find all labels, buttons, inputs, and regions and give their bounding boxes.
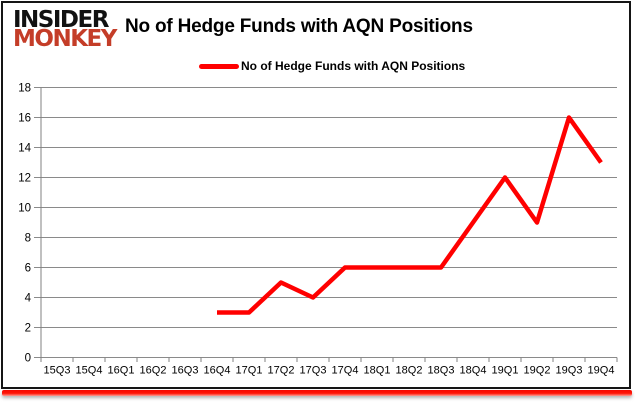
legend-label: No of Hedge Funds with AQN Positions: [241, 59, 466, 73]
x-tick-label: 18Q1: [364, 365, 391, 377]
y-tick-label: 2: [25, 323, 31, 335]
x-tick-label: 19Q2: [524, 365, 551, 377]
y-tick-label: 4: [25, 293, 32, 305]
x-tick-label: 17Q4: [332, 365, 359, 377]
y-tick-label: 0: [25, 353, 31, 365]
x-tick-label: 15Q3: [44, 365, 71, 377]
x-tick-label: 19Q3: [556, 365, 583, 377]
x-tick-label: 16Q3: [172, 365, 199, 377]
y-tick-label: 18: [18, 83, 31, 95]
x-tick-label: 16Q1: [108, 365, 135, 377]
insider-monkey-logo: INSIDER MONKEY: [13, 7, 117, 52]
x-tick-label: 17Q1: [236, 365, 263, 377]
x-tick-label: 18Q4: [460, 365, 487, 377]
x-tick-label: 15Q4: [76, 365, 103, 377]
x-tick-label: 18Q2: [396, 365, 423, 377]
x-tick-label: 17Q3: [300, 365, 327, 377]
y-tick-label: 14: [18, 143, 31, 155]
y-tick-label: 10: [18, 203, 31, 215]
x-tick-label: 16Q4: [204, 365, 231, 377]
x-tick-label: 18Q3: [428, 365, 455, 377]
logo-line-monkey: MONKEY: [13, 26, 117, 52]
legend: No of Hedge Funds with AQN Positions: [199, 59, 465, 73]
data-line-series: [217, 115, 603, 315]
x-tick-label: 19Q4: [588, 365, 615, 377]
bottom-accent-bar: [2, 390, 632, 396]
logo-line-insider: INSIDER: [13, 7, 109, 33]
x-tick-label: 19Q1: [492, 365, 519, 377]
y-tick-label: 12: [18, 173, 31, 185]
chart-card: INSIDER MONKEY No of Hedge Funds with AQ…: [1, 1, 631, 389]
y-tick-label: 6: [25, 263, 31, 275]
legend-line-swatch: [199, 63, 239, 69]
y-tick-label: 16: [18, 113, 31, 125]
x-tick-label: 17Q2: [268, 365, 295, 377]
y-tick-label: 8: [25, 233, 31, 245]
x-tick-label: 16Q2: [140, 365, 167, 377]
chart-title: No of Hedge Funds with AQN Positions: [125, 16, 473, 37]
